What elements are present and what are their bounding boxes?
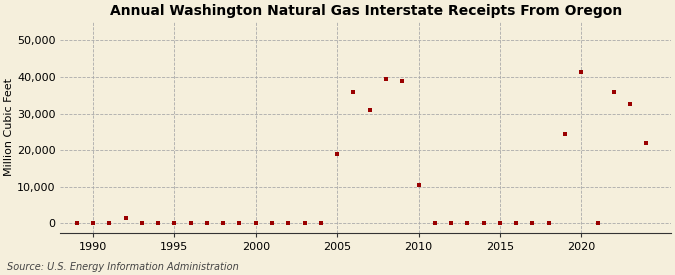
Y-axis label: Million Cubic Feet: Million Cubic Feet — [4, 78, 14, 176]
Point — [267, 221, 277, 225]
Point — [315, 221, 326, 226]
Point — [218, 221, 229, 226]
Point — [576, 69, 587, 74]
Point — [429, 221, 440, 226]
Point — [446, 221, 456, 226]
Point — [120, 216, 131, 220]
Point — [299, 221, 310, 226]
Point — [413, 183, 424, 187]
Point — [381, 77, 392, 81]
Point — [331, 152, 342, 156]
Point — [364, 108, 375, 112]
Point — [153, 221, 163, 226]
Title: Annual Washington Natural Gas Interstate Receipts From Oregon: Annual Washington Natural Gas Interstate… — [109, 4, 622, 18]
Point — [185, 221, 196, 226]
Point — [202, 221, 213, 226]
Point — [641, 141, 652, 145]
Point — [104, 221, 115, 226]
Point — [234, 221, 245, 225]
Point — [560, 131, 570, 136]
Point — [72, 221, 82, 226]
Point — [608, 89, 619, 94]
Point — [495, 221, 506, 226]
Point — [462, 221, 472, 226]
Point — [479, 221, 489, 226]
Point — [625, 102, 636, 107]
Point — [511, 221, 522, 226]
Point — [527, 221, 538, 226]
Point — [88, 221, 99, 226]
Point — [169, 221, 180, 225]
Point — [543, 221, 554, 226]
Text: Source: U.S. Energy Information Administration: Source: U.S. Energy Information Administ… — [7, 262, 238, 272]
Point — [592, 221, 603, 226]
Point — [136, 221, 147, 226]
Point — [283, 221, 294, 226]
Point — [348, 89, 359, 94]
Point — [397, 78, 408, 83]
Point — [250, 221, 261, 225]
